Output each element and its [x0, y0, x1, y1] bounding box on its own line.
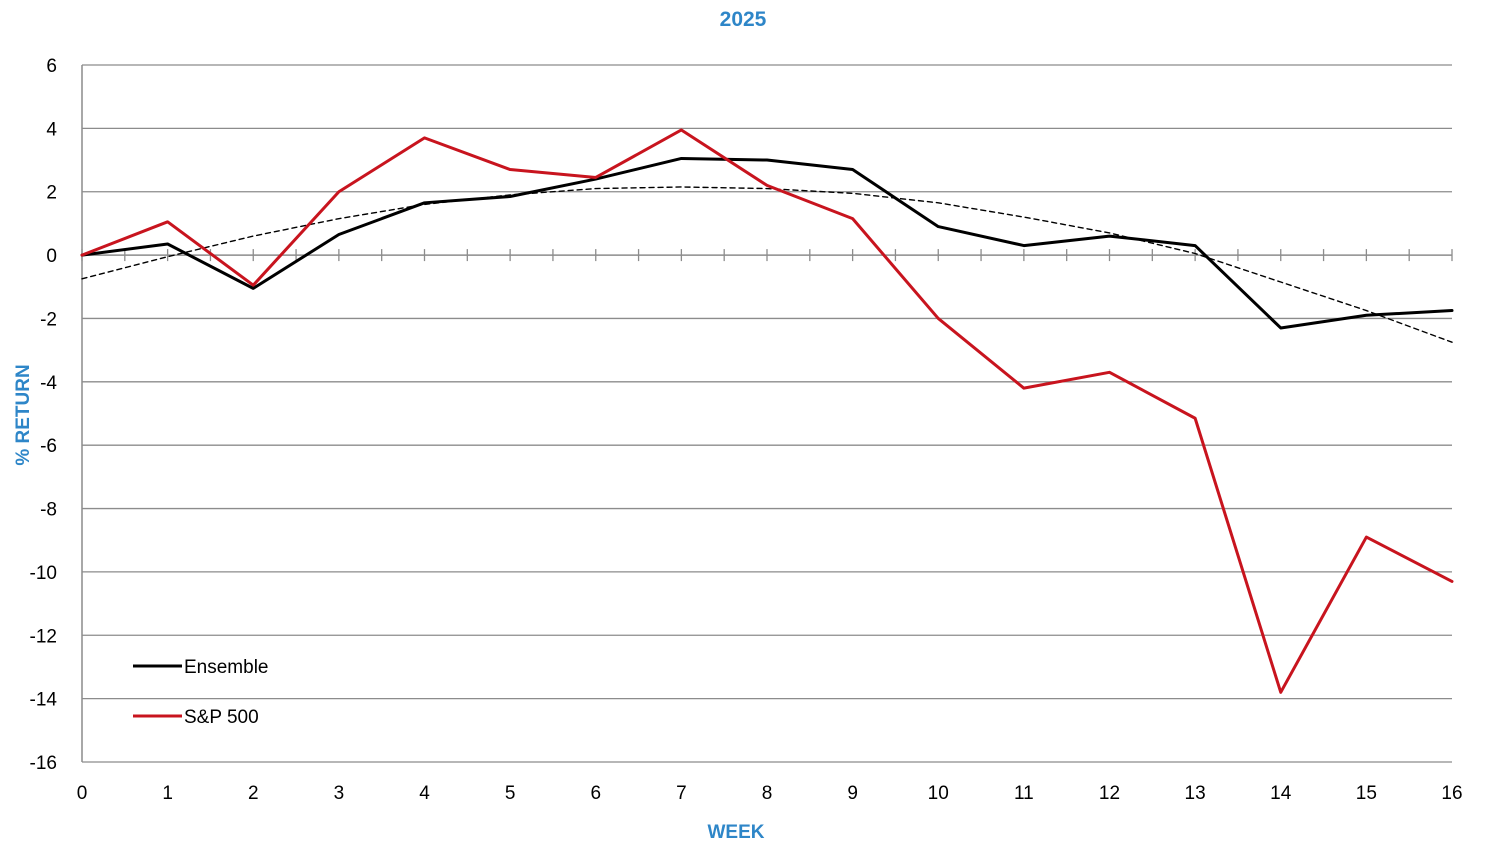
y-tick-label: -2	[40, 309, 57, 330]
y-tick-labels: 6 4 2 0 -2 -4 -6 -8 -10 -12 -14 -16	[30, 56, 58, 774]
x-tick-label: 10	[928, 783, 949, 804]
legend-label-sp500: S&P 500	[184, 707, 259, 728]
x-tick-label: 8	[762, 783, 773, 804]
x-tick-label: 7	[676, 783, 687, 804]
y-tick-label: -16	[30, 753, 57, 774]
y-tick-label: 2	[46, 183, 57, 204]
x-axis-title: WEEK	[708, 822, 765, 843]
x-tick-label: 14	[1270, 783, 1292, 804]
gridlines	[82, 64, 1452, 763]
legend: Ensemble S&P 500	[133, 657, 269, 728]
series-line-ensemble	[80, 156, 1454, 330]
y-tick-label: 0	[46, 246, 57, 267]
x-tick-label: 4	[419, 783, 430, 804]
y-tick-label: -8	[40, 500, 57, 521]
y-tick-label: -14	[30, 690, 58, 711]
x-tick-labels: 0 1 2 3 4 5 6 7 8 9 10 11 12 13 14 15 16	[77, 783, 1463, 804]
x-tick-label: 9	[847, 783, 858, 804]
x-tick-label: 2	[248, 783, 259, 804]
series-line-sp500	[80, 128, 1454, 694]
x-tick-label: 15	[1356, 783, 1377, 804]
legend-label-ensemble: Ensemble	[184, 657, 269, 678]
y-axis-title: % RETURN	[13, 364, 34, 465]
series-lines	[80, 128, 1454, 694]
y-tick-label: -6	[40, 436, 57, 457]
axes	[81, 65, 1453, 762]
y-tick-label: 6	[46, 56, 57, 77]
chart-title: 2025	[720, 8, 767, 31]
x-tick-label: 13	[1185, 783, 1206, 804]
x-tick-label: 11	[1014, 783, 1034, 804]
y-tick-label: -4	[40, 373, 57, 394]
x-tick-label: 1	[162, 783, 173, 804]
y-tick-label: 4	[46, 119, 57, 140]
y-tick-label: -12	[30, 626, 57, 647]
x-tick-label: 5	[505, 783, 516, 804]
x-tick-label: 12	[1099, 783, 1120, 804]
x-tick-label: 0	[77, 783, 88, 804]
x-tick-label: 16	[1441, 783, 1462, 804]
y-tick-label: -10	[30, 563, 57, 584]
x-tick-label: 6	[590, 783, 601, 804]
x-tick-label: 3	[334, 783, 345, 804]
